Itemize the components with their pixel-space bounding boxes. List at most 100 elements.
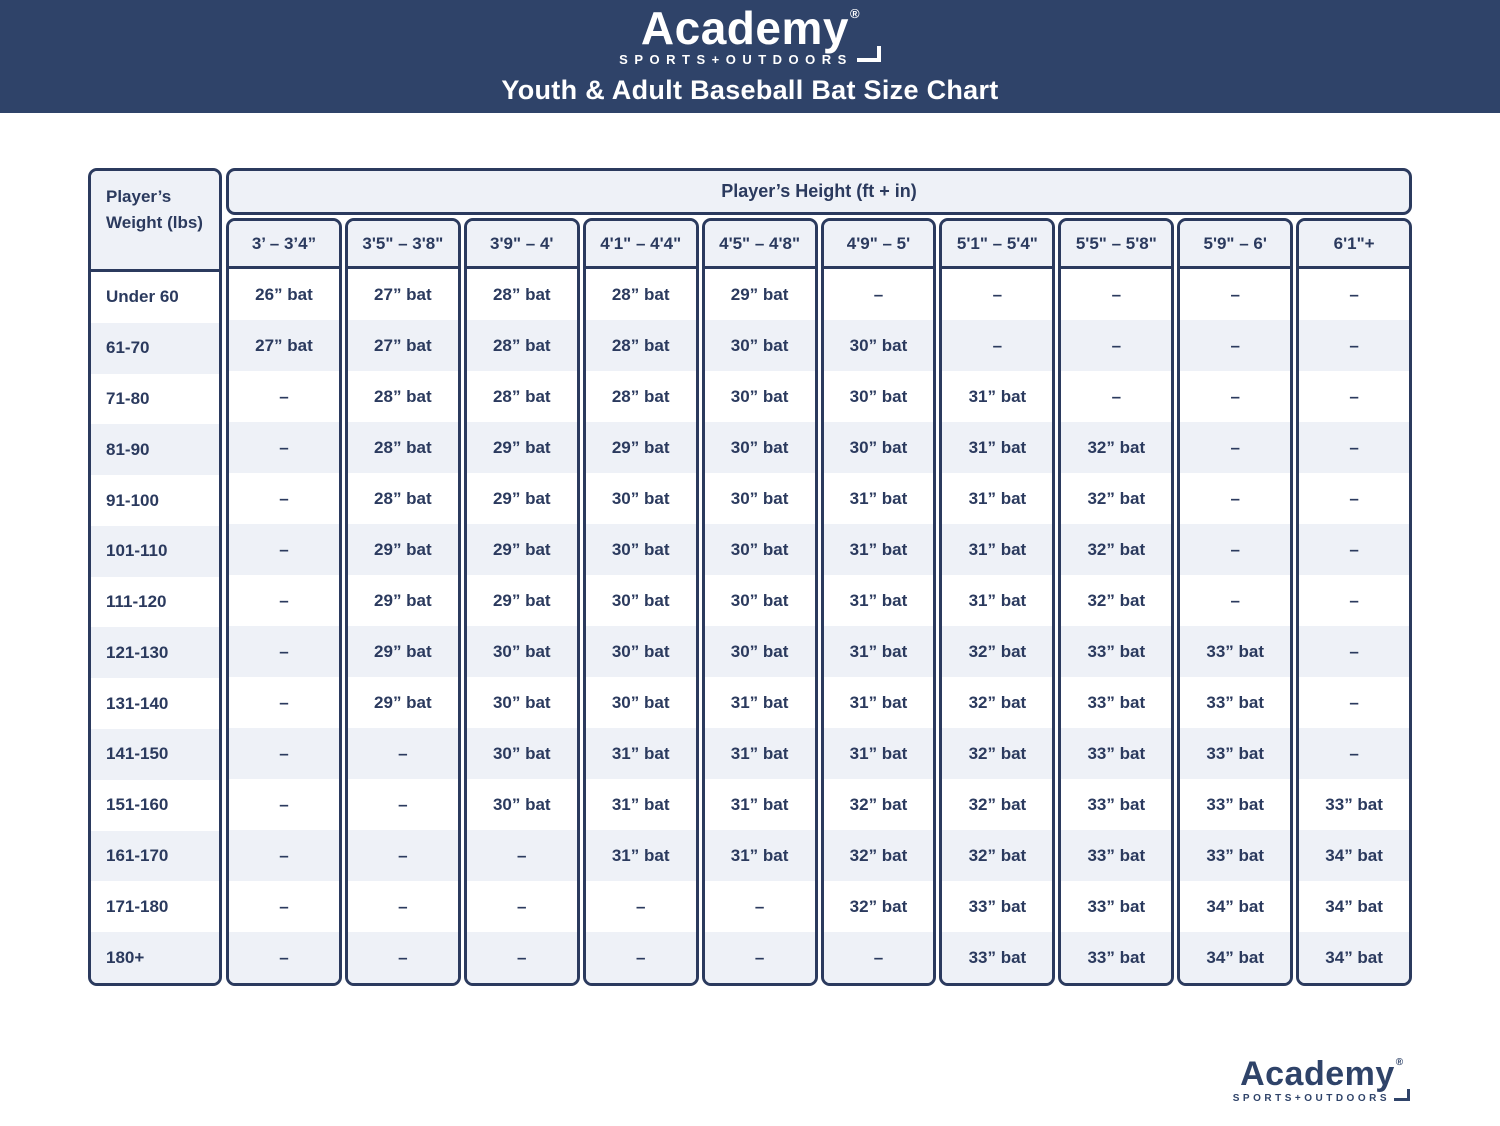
bat-size-cell: 34” bat xyxy=(1299,881,1410,932)
bat-size-cell: – xyxy=(1180,269,1291,320)
height-column: 4'1" – 4'4" 28” bat 28” bat 28” bat 29” bat 3… xyxy=(582,218,699,986)
height-column-body: 28” bat 28” bat 28” bat 29” bat 29” bat 29” b… xyxy=(466,269,577,983)
height-column-body: 28” bat 28” bat 28” bat 29” bat 30” bat 30” b… xyxy=(585,269,696,983)
height-group-header: Player’s Height (ft + in) xyxy=(226,168,1412,215)
height-column-header: 3'9" – 4' xyxy=(466,221,577,269)
bat-size-cell: – xyxy=(229,371,339,422)
height-column: 4'5" – 4'8" 29” bat 30” bat 30” bat 30” bat 3… xyxy=(701,218,818,986)
logo-tagline: SPORTS+OUTDOORS xyxy=(619,45,881,66)
bat-size-cell: 30” bat xyxy=(704,626,815,677)
bat-size-cell: – xyxy=(1299,524,1410,575)
bat-size-cell: – xyxy=(1180,524,1291,575)
bat-size-cell: 27” bat xyxy=(347,269,458,320)
bat-size-cell: 28” bat xyxy=(466,320,577,371)
height-column-header: 4'1" – 4'4" xyxy=(585,221,696,269)
bat-size-cell: 31” bat xyxy=(585,728,696,779)
bat-size-cell: 33” bat xyxy=(942,881,1053,932)
height-column: 6'1"+ – – – – – – – – – –33” bat 34” bat 34” bat 34” … xyxy=(1296,218,1413,986)
height-column-header: 5'9" – 6' xyxy=(1180,221,1291,269)
weight-row-label: 161-170 xyxy=(91,830,219,882)
bat-size-cell: – xyxy=(1299,575,1410,626)
bat-size-cell: 32” bat xyxy=(942,677,1053,728)
bat-size-cell: 29” bat xyxy=(347,524,458,575)
height-column: 3’ – 3’4” 26” bat 27” bat – – – – – – – – – – – – xyxy=(226,218,342,986)
height-columns-group: Player’s Height (ft + in) 3’ – 3’4” 26” b… xyxy=(226,168,1413,986)
weight-column: Player’s Weight (lbs) Under 60 61-70 71-80… xyxy=(88,168,222,986)
bat-size-cell: 32” bat xyxy=(823,779,934,830)
bat-size-cell: – xyxy=(1299,626,1410,677)
bat-size-cell: 33” bat xyxy=(1061,779,1172,830)
bat-size-cell: – xyxy=(1299,422,1410,473)
bat-size-cell: – xyxy=(229,779,339,830)
bat-size-cell: – xyxy=(347,728,458,779)
bat-size-cell: 33” bat xyxy=(1180,626,1291,677)
bat-size-cell: – xyxy=(347,881,458,932)
bat-size-cell: – xyxy=(704,881,815,932)
bat-size-cell: – xyxy=(1180,422,1291,473)
height-column: 5'5" – 5'8" – – –32” bat 32” bat 32” bat 32” b… xyxy=(1058,218,1175,986)
bat-size-cell: – xyxy=(229,524,339,575)
height-column-header: 4'5" – 4'8" xyxy=(704,221,815,269)
bat-size-cell: 31” bat xyxy=(704,728,815,779)
bat-size-cell: 32” bat xyxy=(1061,524,1172,575)
height-column-body: 29” bat 30” bat 30” bat 30” bat 30” bat 30” b… xyxy=(704,269,815,983)
height-column-header: 6'1"+ xyxy=(1299,221,1410,269)
bat-size-cell: 31” bat xyxy=(823,728,934,779)
height-column-header: 5'1" – 5'4" xyxy=(942,221,1053,269)
bat-size-cell: 30” bat xyxy=(466,728,577,779)
bat-size-cell: 30” bat xyxy=(466,626,577,677)
bat-size-cell: 28” bat xyxy=(347,422,458,473)
weight-row-label: 101-110 xyxy=(91,525,219,577)
bat-size-cell: – xyxy=(466,881,577,932)
bat-size-cell: 31” bat xyxy=(704,677,815,728)
logo-swoosh-icon xyxy=(856,45,881,62)
bat-size-cell: – xyxy=(1299,320,1410,371)
bat-size-cell: 30” bat xyxy=(823,371,934,422)
height-column-header: 3’ – 3’4” xyxy=(229,221,339,269)
bat-size-cell: – xyxy=(1180,575,1291,626)
bat-size-cell: 30” bat xyxy=(466,779,577,830)
bat-size-cell: 31” bat xyxy=(942,575,1053,626)
bat-size-cell: – xyxy=(229,626,339,677)
bat-size-cell: 30” bat xyxy=(704,371,815,422)
bat-size-cell: 33” bat xyxy=(1180,728,1291,779)
bat-size-cell: 33” bat xyxy=(1061,932,1172,983)
height-column-header: 3'5" – 3'8" xyxy=(347,221,458,269)
bat-size-cell: 30” bat xyxy=(585,473,696,524)
bat-size-cell: – xyxy=(1180,473,1291,524)
weight-row-label: 171-180 xyxy=(91,881,219,933)
bat-size-table: Player’s Weight (lbs) Under 60 61-70 71-80… xyxy=(88,168,1413,986)
bat-size-cell: 29” bat xyxy=(466,575,577,626)
height-column: 3'9" – 4' 28” bat 28” bat 28” bat 29” bat 29”… xyxy=(463,218,580,986)
bat-size-cell: 30” bat xyxy=(704,320,815,371)
bat-size-cell: 33” bat xyxy=(1180,677,1291,728)
bat-size-cell: 29” bat xyxy=(704,269,815,320)
weight-row-label: Under 60 xyxy=(91,272,219,323)
bat-size-cell: 31” bat xyxy=(585,779,696,830)
bat-size-cell: – xyxy=(1299,728,1410,779)
bat-size-cell: 33” bat xyxy=(1061,881,1172,932)
bat-size-cell: 32” bat xyxy=(1061,422,1172,473)
bat-size-cell: 31” bat xyxy=(942,524,1053,575)
logo-wordmark: Academy® xyxy=(641,5,860,51)
bat-size-cell: 32” bat xyxy=(1061,575,1172,626)
bat-size-cell: 33” bat xyxy=(1299,779,1410,830)
bat-size-cell: – xyxy=(823,269,934,320)
bat-size-cell: 31” bat xyxy=(942,422,1053,473)
bat-size-cell: 33” bat xyxy=(1061,677,1172,728)
bat-size-cell: 33” bat xyxy=(1061,830,1172,881)
bat-size-cell: 30” bat xyxy=(585,677,696,728)
bat-size-cell: – xyxy=(1180,320,1291,371)
bat-size-cell: – xyxy=(1061,371,1172,422)
height-column-body: 26” bat 27” bat – – – – – – – – – – – – xyxy=(229,269,339,983)
weight-row-label: 151-160 xyxy=(91,779,219,831)
bat-size-cell: 29” bat xyxy=(585,422,696,473)
bat-size-cell: 32” bat xyxy=(823,881,934,932)
bat-size-cell: 31” bat xyxy=(823,626,934,677)
bat-size-cell: – xyxy=(1061,269,1172,320)
bat-size-cell: 33” bat xyxy=(1180,830,1291,881)
bat-size-cell: 28” bat xyxy=(347,371,458,422)
bat-size-cell: – xyxy=(823,932,934,983)
bat-size-cell: 33” bat xyxy=(1061,626,1172,677)
bat-size-cell: 32” bat xyxy=(942,626,1053,677)
